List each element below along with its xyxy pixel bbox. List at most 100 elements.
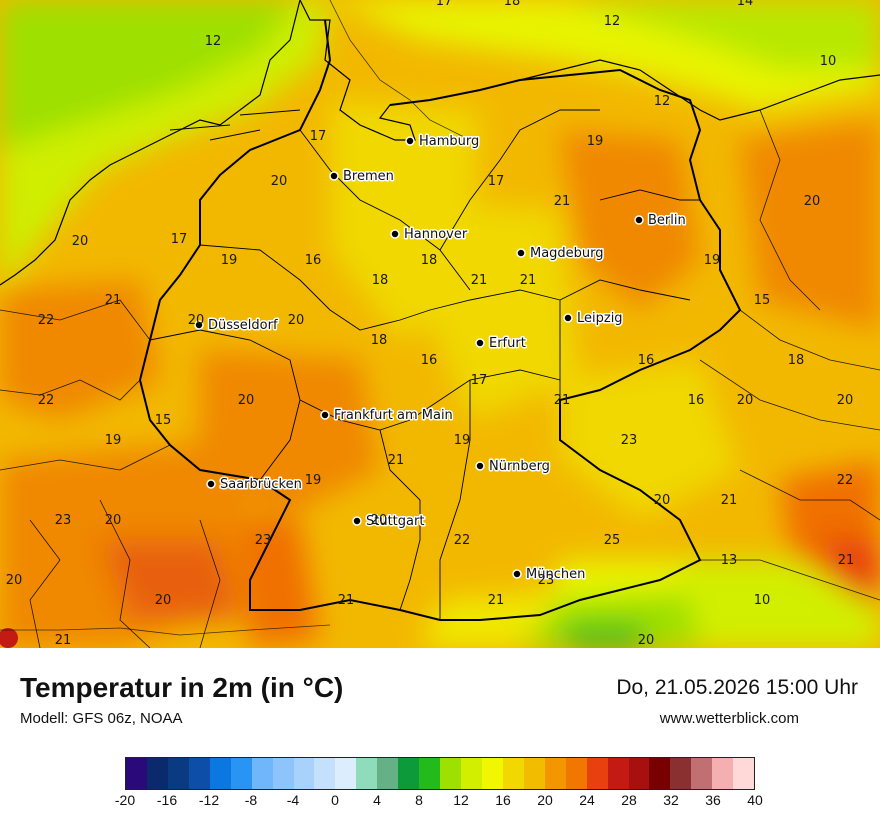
- legend-swatch: [188, 758, 210, 789]
- city-label: Stuttgart: [366, 514, 424, 529]
- isotherm-label: 20: [155, 593, 172, 608]
- isotherm-label: 19: [704, 253, 721, 268]
- isotherm-label: 20: [288, 313, 305, 328]
- isotherm-label: 21: [488, 593, 505, 608]
- isotherm-label: 17: [310, 129, 327, 144]
- isotherm-label: 21: [721, 493, 738, 508]
- city-label: Erfurt: [489, 336, 526, 351]
- isotherm-label: 20: [804, 194, 821, 209]
- city-label: Düsseldorf: [208, 318, 278, 333]
- isotherm-label: 17: [436, 0, 453, 9]
- isotherm-label: 18: [504, 0, 521, 9]
- isotherm-label: 23: [621, 433, 638, 448]
- city-marker: München: [512, 566, 587, 584]
- isotherm-label: 20: [638, 633, 655, 648]
- city-dot: [475, 461, 485, 471]
- isotherm-label: 17: [171, 232, 188, 247]
- legend-swatch: [691, 758, 713, 789]
- forecast-datetime: Do, 21.05.2026 15:00 Uhr: [616, 676, 858, 699]
- city-label: Hannover: [404, 227, 468, 242]
- isotherm-label: 23: [55, 513, 72, 528]
- legend-swatch: [167, 758, 189, 789]
- city-dot: [475, 338, 485, 348]
- city-label: Bremen: [343, 169, 394, 184]
- legend-swatch: [398, 758, 420, 789]
- legend-swatch: [419, 758, 441, 789]
- isotherm-label: 16: [305, 253, 322, 268]
- color-legend: [125, 757, 755, 790]
- isotherm-label: 16: [638, 353, 655, 368]
- legend-tick-label: -4: [286, 792, 300, 808]
- isotherm-label: 16: [688, 393, 705, 408]
- state-borders: [149, 109, 700, 620]
- isotherm-label: 22: [38, 313, 55, 328]
- legend-tick-label: 32: [663, 792, 679, 808]
- isotherm-label: 23: [255, 533, 272, 548]
- legend-tick-label: 0: [331, 792, 339, 808]
- legend-swatch: [523, 758, 545, 789]
- legend-swatch: [356, 758, 378, 789]
- national-border: [138, 19, 742, 621]
- isotherm-label: 19: [221, 253, 238, 268]
- legend-swatch: [712, 758, 734, 789]
- legend-swatch: [209, 758, 231, 789]
- isotherm-label: 23: [538, 573, 555, 588]
- legend-swatch: [314, 758, 336, 789]
- legend-swatch: [251, 758, 273, 789]
- isotherm-label: 21: [520, 273, 537, 288]
- city-label: Berlin: [648, 213, 686, 228]
- legend-tick-label: 12: [453, 792, 469, 808]
- legend-tick-label: -12: [198, 792, 220, 808]
- city-marker: Düsseldorf: [194, 317, 279, 335]
- city-marker: Leipzig: [563, 310, 624, 328]
- islands: [169, 109, 301, 141]
- hot-spot: [0, 628, 18, 648]
- legend-swatch: [670, 758, 692, 789]
- city-marker: Nürnberg: [475, 458, 551, 476]
- isotherm-label: 10: [820, 54, 837, 69]
- isotherm-label: 19: [587, 134, 604, 149]
- city-dot: [390, 229, 400, 239]
- isotherm-label: 10: [754, 593, 771, 608]
- isotherm-label: 21: [55, 633, 72, 648]
- isotherm-label: 13: [721, 553, 738, 568]
- footer: Temperatur in 2m (in °C) Modell: GFS 06z…: [0, 648, 880, 830]
- isotherm-label: 25: [604, 533, 621, 548]
- isotherm-label-layer: 17 18 14 12 12 10 12 17 19 20 17 21 20 20 17 19 16 18 19 18…: [6, 0, 855, 648]
- isotherm-label: 15: [754, 293, 771, 308]
- legend-swatch: [649, 758, 671, 789]
- isotherm-label: 17: [488, 174, 505, 189]
- isotherm-label: 21: [338, 593, 355, 608]
- legend-swatch: [481, 758, 503, 789]
- isotherm-label: 21: [105, 293, 122, 308]
- foreign-borders: [0, 109, 880, 648]
- city-label: Leipzig: [577, 311, 623, 326]
- isotherm-label: 12: [205, 34, 222, 49]
- isotherm-label: 20: [654, 493, 671, 508]
- website-link[interactable]: www.wetterblick.com: [659, 710, 799, 727]
- city-label: Hamburg: [419, 134, 479, 149]
- isotherm-label: 15: [155, 413, 172, 428]
- city-marker: Bremen: [329, 168, 395, 186]
- isotherm-label: 20: [371, 513, 388, 528]
- legend-swatch: [440, 758, 461, 789]
- isotherm-label: 22: [837, 473, 854, 488]
- legend-swatch: [733, 758, 755, 789]
- city-dot: [194, 320, 204, 330]
- isotherm-label: 18: [421, 253, 438, 268]
- legend-swatch: [544, 758, 566, 789]
- city-dot: [320, 410, 330, 420]
- legend-swatch: [565, 758, 587, 789]
- isotherm-label: 18: [788, 353, 805, 368]
- isotherm-label: 20: [188, 313, 205, 328]
- city-dot: [634, 215, 644, 225]
- city-dot: [512, 569, 522, 579]
- legend-swatch: [607, 758, 629, 789]
- isotherm-label: 12: [604, 14, 621, 29]
- coastline-west: [0, 0, 301, 286]
- isotherm-label: 16: [421, 353, 438, 368]
- isotherm-label: 18: [372, 273, 389, 288]
- isotherm-label: 20: [737, 393, 754, 408]
- legend-tick-label: 28: [621, 792, 637, 808]
- model-info: Modell: GFS 06z, NOAA: [20, 710, 183, 727]
